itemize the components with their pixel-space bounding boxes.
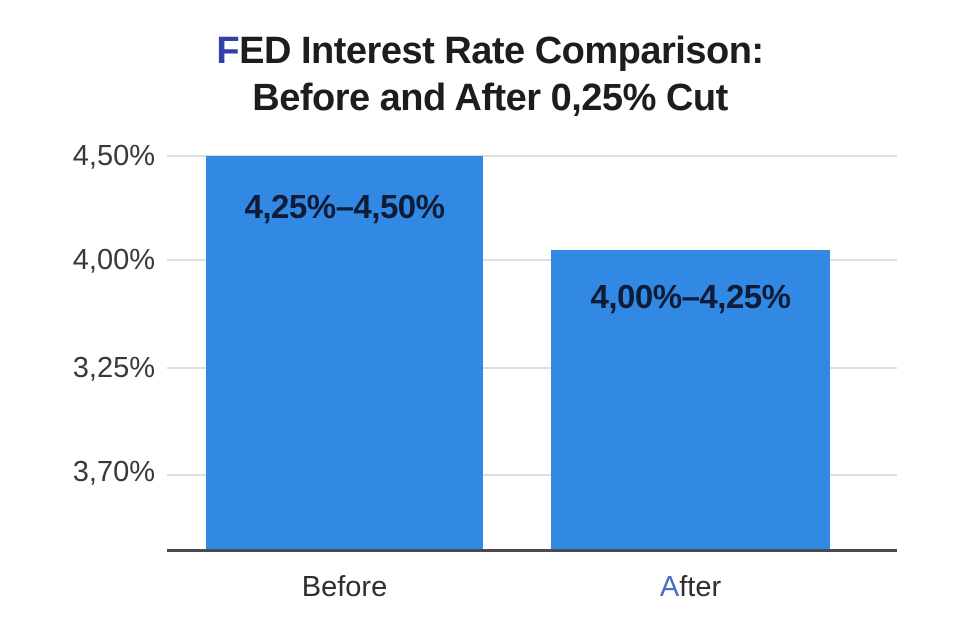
y-tick-label-3-25: 3,25% (72, 352, 155, 384)
gridline-4-50 (167, 155, 897, 157)
y-tick-label-3-70: 3,70% (72, 456, 155, 488)
gridline-3-25 (167, 367, 897, 369)
x-label-after: After (551, 570, 830, 604)
chart-title: FED Interest Rate Comparison: Before and… (0, 28, 980, 122)
gridline-4-00 (167, 259, 897, 261)
chart-title-line1: FED Interest Rate Comparison: (0, 28, 980, 75)
bar-after-range-label: 4,00%–4,25% (590, 278, 792, 315)
x-label-after-rest: fter (679, 571, 722, 603)
y-tick-label-4-00: 4,00% (72, 244, 155, 276)
bar-before-range-label: 4,25%–4,50% (244, 188, 446, 225)
bar-before: 4,25%–4,50% (206, 156, 483, 551)
bar-after: 4,00%–4,25% (551, 250, 830, 551)
chart-title-line2: Before and After 0,25% Cut (252, 77, 728, 119)
title-line1-text: ED Interest Rate Comparison: (239, 30, 764, 72)
x-label-after-lead: A (659, 571, 680, 603)
x-label-before: Before (301, 571, 388, 603)
x-axis-line (167, 549, 897, 552)
y-tick-label-4-50: 4,50% (72, 140, 155, 172)
gridline-3-70 (167, 474, 897, 476)
title-lead-letter: F (216, 30, 240, 72)
